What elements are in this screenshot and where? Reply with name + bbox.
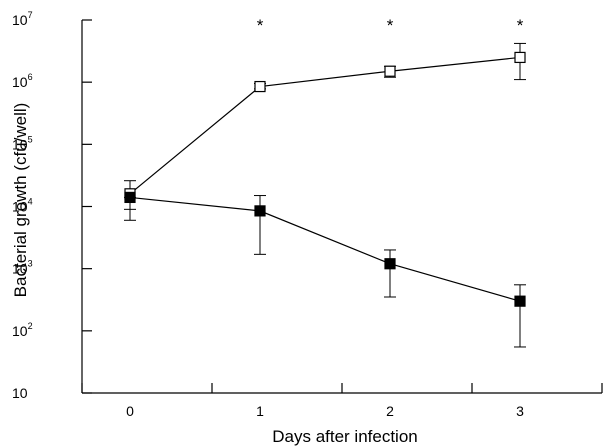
chart-axes: 10 102 103 104 105 106 107 0 1 2 3 bbox=[12, 10, 603, 419]
x-tick-label: 2 bbox=[386, 403, 394, 419]
y-tick-label: 106 bbox=[12, 72, 33, 90]
y-tick-label: 104 bbox=[12, 197, 33, 215]
filled-square-point bbox=[384, 258, 396, 270]
x-tick-label: 0 bbox=[126, 403, 134, 419]
y-tick-label: 102 bbox=[12, 321, 33, 339]
y-tick-label: 107 bbox=[12, 10, 33, 28]
filled-square-point bbox=[514, 295, 526, 307]
filled-square-point bbox=[124, 191, 136, 204]
chart-marks: * * * bbox=[124, 16, 526, 348]
open-square-point bbox=[254, 80, 266, 93]
x-tick-label: 3 bbox=[516, 403, 524, 419]
significance-star: * bbox=[257, 16, 264, 35]
x-tick-label: 1 bbox=[256, 403, 264, 419]
y-tick-label: 103 bbox=[12, 259, 33, 277]
series-1 bbox=[124, 42, 526, 210]
y-tick-label: 10 bbox=[12, 385, 28, 401]
y-axis-label: Bacterial growth (cfu/well) bbox=[11, 103, 30, 298]
series-2 bbox=[124, 191, 526, 348]
y-tick-label: 105 bbox=[12, 134, 33, 152]
series-line bbox=[129, 196, 521, 302]
significance-star: * bbox=[387, 16, 394, 35]
significance-star: * bbox=[517, 16, 524, 35]
series-line bbox=[129, 56, 521, 195]
x-axis-label: Days after infection bbox=[272, 427, 418, 446]
open-square-point bbox=[514, 51, 526, 64]
open-square-point bbox=[384, 65, 396, 77]
filled-square-point bbox=[254, 205, 266, 217]
